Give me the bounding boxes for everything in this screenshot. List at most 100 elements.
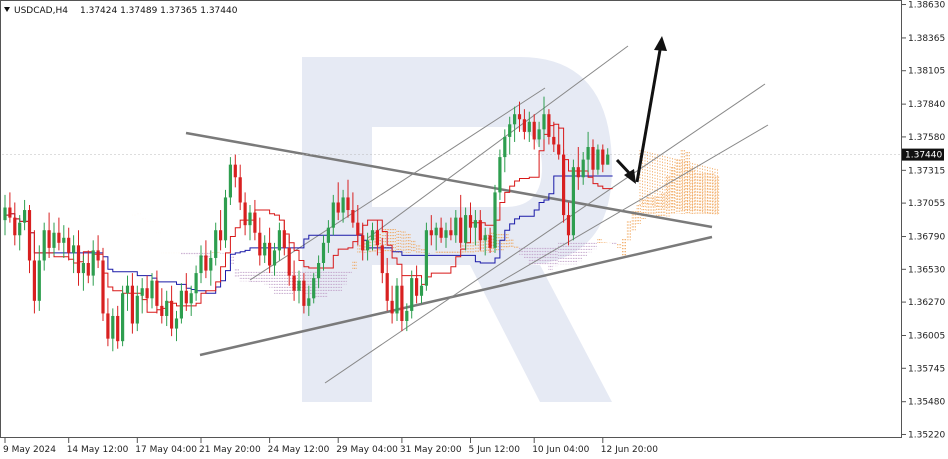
candle-body [606, 154, 610, 165]
candle-body [194, 273, 198, 294]
bull-candle [125, 275, 130, 311]
bull-candle [464, 207, 468, 251]
y-tick-label: 1.38105 [908, 67, 945, 77]
candle-body [527, 121, 531, 132]
bull-candle [72, 235, 76, 274]
candle-body [8, 207, 12, 218]
candle-body [219, 230, 223, 241]
candle-body [375, 230, 379, 246]
candle-body [468, 215, 473, 228]
x-tick-label: 5 Jun 12:00 [469, 445, 521, 455]
bull-candle [272, 242, 277, 276]
bull-candle [179, 283, 183, 324]
candle-body [302, 280, 306, 306]
bear-candle [361, 222, 365, 261]
candle-body [174, 318, 179, 329]
trendlines [2, 45, 900, 384]
candle-body [67, 237, 71, 253]
bear-candle [517, 101, 522, 132]
candle-body [351, 210, 355, 223]
watermark-logo [302, 57, 612, 402]
bull-candle [174, 310, 179, 342]
bear-candle [86, 250, 90, 284]
bear-candle [449, 217, 453, 241]
ascending-trendline [199, 235, 713, 357]
candle-body [444, 230, 448, 238]
bull-candle [581, 152, 585, 185]
candle-body [76, 245, 81, 274]
x-tick-label: 29 May 04:00 [336, 445, 398, 455]
bear-candle [258, 217, 262, 266]
candle-body [57, 232, 61, 243]
bull-candle [317, 255, 321, 289]
y-tick-label: 1.38630 [908, 1, 945, 11]
bull-candle [454, 210, 458, 243]
ohlc-readout: 1.37424 1.37489 1.37365 1.37440 [80, 6, 238, 16]
bull-candle [606, 148, 610, 165]
candle-body [116, 315, 120, 342]
candle-body [268, 242, 272, 266]
pullback-arrowhead [624, 169, 636, 184]
candle-body [571, 167, 575, 236]
channel-line [324, 83, 766, 384]
bear-candle [429, 215, 433, 246]
bear-candle [532, 114, 536, 150]
bear-candle [356, 205, 360, 246]
channel-line [499, 124, 769, 283]
y-tick-label: 1.35220 [908, 430, 945, 440]
bear-candle [287, 235, 291, 286]
triangle-down-icon[interactable] [4, 7, 10, 12]
candle-body [586, 147, 590, 160]
candle-body [199, 255, 203, 274]
bear-candle [67, 227, 71, 261]
candle-body [23, 210, 27, 223]
x-tick-label: 21 May 20:00 [199, 445, 261, 455]
candle-body [272, 250, 277, 266]
bull-candle [111, 308, 115, 352]
candle-body [204, 255, 208, 271]
bear-candle [253, 199, 257, 241]
candle-body [214, 230, 218, 258]
candle-body [125, 285, 130, 294]
bear-candle [591, 139, 595, 178]
candle-body [395, 285, 399, 314]
candlesticks [3, 96, 610, 352]
bull-candle [473, 210, 477, 246]
bear-candle [116, 305, 120, 349]
candle-body [155, 280, 159, 306]
candle-body [248, 212, 252, 226]
candle-body [96, 250, 100, 261]
candle-body [542, 114, 546, 130]
candle-body [317, 263, 321, 279]
bear-candle [101, 247, 105, 321]
candle-body [18, 222, 22, 236]
bear-candle [557, 126, 561, 160]
y-tick-label: 1.35480 [908, 398, 945, 408]
rise-arrow [635, 49, 662, 183]
bear-candle [145, 275, 149, 304]
candle-body [390, 300, 394, 314]
bull-candle [62, 225, 66, 258]
bull-candle [297, 270, 301, 304]
candle-body [513, 114, 517, 125]
bear-candle [522, 109, 526, 140]
bear-candle [219, 210, 223, 251]
y-tick-label: 1.37840 [908, 100, 945, 110]
bull-candle [424, 222, 428, 291]
bull-candle [228, 157, 232, 205]
bear-candle [488, 227, 492, 253]
candle-body [3, 207, 7, 221]
symbol-label: USDCAD,H4 [14, 6, 68, 16]
bull-candle [527, 111, 531, 142]
bull-candle [91, 240, 95, 286]
candle-body [503, 136, 507, 158]
bull-candle [321, 235, 326, 271]
bull-candle [194, 265, 198, 301]
candle-body [130, 285, 134, 324]
bull-candle [165, 290, 169, 327]
bull-candle [189, 285, 193, 316]
candle-body [47, 230, 51, 248]
bear-candle [292, 260, 296, 301]
bull-candle [150, 273, 154, 309]
